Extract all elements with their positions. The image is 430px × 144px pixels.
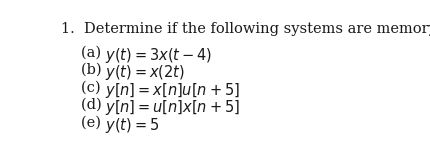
Text: $y(t) = 5$: $y(t) = 5$ xyxy=(105,116,159,135)
Text: (c): (c) xyxy=(81,81,110,95)
Text: (b): (b) xyxy=(81,63,111,77)
Text: (a): (a) xyxy=(81,46,111,60)
Text: (d): (d) xyxy=(81,98,111,112)
Text: $y(t) = 3x(t-4)$: $y(t) = 3x(t-4)$ xyxy=(105,46,212,65)
Text: $y(t) = x(2t)$: $y(t) = x(2t)$ xyxy=(105,63,185,82)
Text: $y[n] = u[n]x[n+5]$: $y[n] = u[n]x[n+5]$ xyxy=(105,98,240,117)
Text: $y[n] = x[n]u[n+5]$: $y[n] = x[n]u[n+5]$ xyxy=(105,81,240,100)
Text: 1.  Determine if the following systems are memoryless and/or causal:: 1. Determine if the following systems ar… xyxy=(61,22,430,36)
Text: (e): (e) xyxy=(81,116,111,130)
